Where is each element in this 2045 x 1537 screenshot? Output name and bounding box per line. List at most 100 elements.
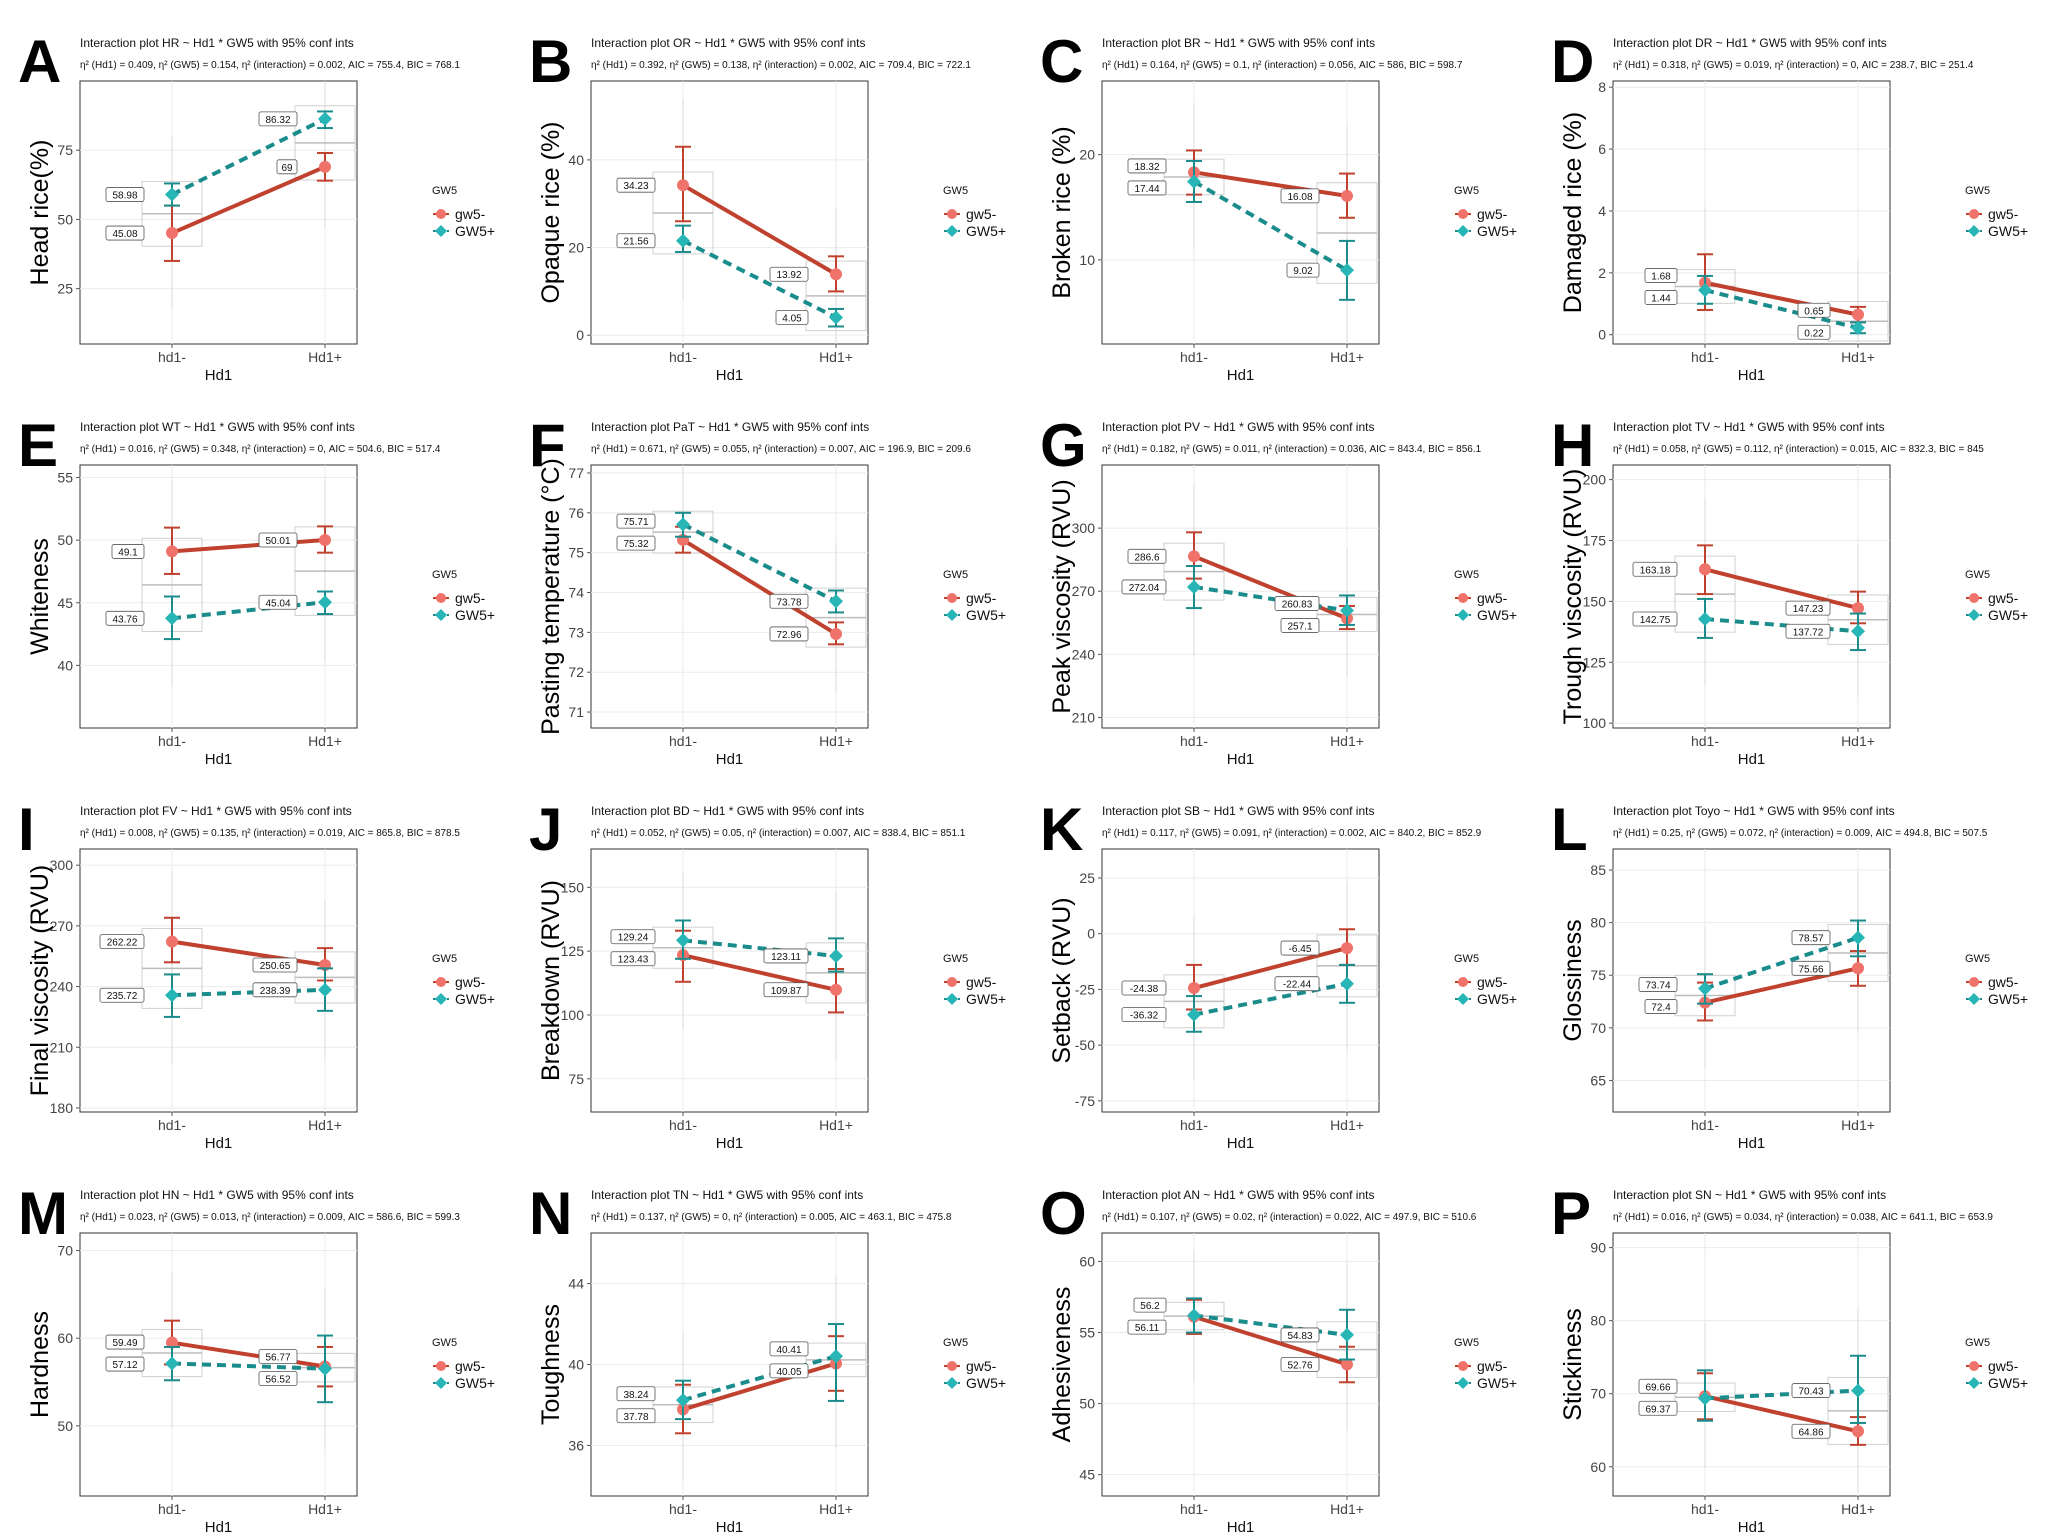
data-label-text: 75.32	[623, 539, 648, 550]
panel-O: O Interaction plot AN ~ Hd1 * GW5 with 95…	[1022, 1152, 1533, 1536]
legend-label: GW5+	[1988, 223, 2028, 239]
data-label-box	[105, 1356, 145, 1372]
chart-title: Interaction plot TV ~ Hd1 * GW5 with 95%…	[1613, 420, 1885, 434]
data-label-text: 9.02	[1293, 266, 1313, 277]
data-label-box	[1280, 1356, 1320, 1372]
legend-key	[436, 977, 446, 987]
y-tick-label: 25	[1079, 870, 1095, 886]
data-label-box	[769, 593, 809, 609]
x-tick-label: Hd1+	[819, 349, 853, 365]
plot-area	[1101, 848, 1380, 1113]
panel-letter: N	[529, 1180, 572, 1247]
data-label-text: 50.01	[265, 536, 290, 547]
legend-key	[1458, 593, 1468, 603]
series-line-gw5-plus	[1704, 288, 1859, 330]
data-label: 37.78	[616, 1408, 656, 1424]
y-tick-label: 270	[1072, 583, 1096, 599]
plot-area	[1101, 464, 1380, 729]
data-label-box	[276, 159, 298, 175]
plot-area	[79, 848, 358, 1113]
y-tick-label: 20	[1079, 147, 1095, 163]
data-label-text: 64.86	[1798, 1427, 1823, 1438]
chart-subtitle: η² (Hd1) = 0.182, η² (GW5) = 0.011, η² (…	[1102, 444, 1482, 455]
data-label: 238.39	[252, 982, 298, 998]
panel-letter: M	[18, 1180, 68, 1247]
data-label-box	[1791, 960, 1831, 976]
data-label-text: 56.2	[1140, 1301, 1160, 1312]
y-tick-label: 74	[568, 585, 584, 601]
chart-D: D Interaction plot DR ~ Hd1 * GW5 with 95…	[1551, 28, 2028, 384]
y-tick-label: 300	[1072, 520, 1096, 536]
panel-letter: D	[1551, 28, 1594, 95]
legend-key	[1457, 609, 1469, 621]
chart-title: Interaction plot WT ~ Hd1 * GW5 with 95%…	[80, 420, 355, 434]
legend-key	[947, 1361, 957, 1371]
series-line-gw5-minus	[1193, 170, 1348, 198]
legend-key	[1969, 593, 1979, 603]
y-tick-label: 25	[57, 281, 73, 297]
y-axis-label: Broken rice (%)	[1048, 126, 1076, 298]
legend-label: GW5+	[966, 607, 1006, 623]
legend-label: gw5-	[455, 590, 486, 606]
y-tick-label: 73	[568, 624, 584, 640]
chart-J: J Interaction plot BD ~ Hd1 * GW5 with 95…	[529, 796, 1006, 1152]
data-label: 69.37	[1638, 1400, 1678, 1416]
data-label: 58.98	[105, 187, 145, 202]
data-label-text: -24.38	[1130, 984, 1159, 995]
y-tick-label: 76	[568, 505, 584, 521]
data-label-box	[1286, 262, 1320, 278]
series-line-gw5-minus	[171, 164, 326, 235]
data-label-box	[1791, 930, 1831, 946]
legend-label: GW5+	[1477, 991, 1517, 1007]
data-label: 13.92	[769, 266, 809, 282]
x-tick-label: hd1-	[669, 733, 697, 749]
data-label: 45.08	[105, 225, 145, 241]
data-label-text: 72.4	[1651, 1003, 1671, 1014]
legend-label: GW5+	[1988, 991, 2028, 1007]
y-tick-label: 70	[1590, 1020, 1606, 1036]
data-label-text: 70.43	[1798, 1387, 1823, 1398]
plot-area	[1612, 464, 1891, 729]
data-label-box	[1638, 1400, 1678, 1416]
legend-key	[1968, 225, 1980, 237]
y-tick-label: 70	[1590, 1386, 1606, 1402]
x-tick-label: hd1-	[1691, 349, 1719, 365]
y-tick-label: 180	[50, 1100, 74, 1116]
y-tick-label: 36	[568, 1437, 584, 1453]
data-label: 69.66	[1638, 1378, 1678, 1394]
data-label: 163.18	[1632, 561, 1678, 577]
panel-A: A Interaction plot HR ~ Hd1 * GW5 with 95…	[0, 0, 511, 384]
data-point	[319, 534, 331, 547]
data-label: 56.52	[258, 1371, 298, 1387]
plot-area	[1101, 1232, 1380, 1497]
data-point	[1340, 976, 1354, 991]
panel-letter: L	[1551, 796, 1588, 863]
data-label: 70.43	[1791, 1383, 1831, 1398]
y-tick-label: 20	[568, 240, 584, 256]
data-point	[830, 983, 842, 996]
data-label-box	[99, 987, 145, 1003]
y-tick-label: 75	[57, 142, 73, 158]
data-label: 18.32	[1127, 158, 1167, 174]
x-axis-label: Hd1	[1738, 1519, 1766, 1536]
x-axis-label: Hd1	[1738, 751, 1766, 768]
x-tick-label: Hd1+	[819, 1117, 853, 1133]
data-label: 109.87	[763, 982, 809, 998]
legend-label: GW5+	[1477, 223, 1517, 239]
y-tick-label: 125	[561, 943, 585, 959]
data-label: 40.05	[769, 1363, 809, 1379]
y-tick-label: 100	[1583, 715, 1607, 731]
y-tick-label: 4	[1598, 203, 1606, 219]
data-label: 64.86	[1791, 1423, 1831, 1439]
legend-key	[435, 993, 447, 1005]
panel-M: M Interaction plot HN ~ Hd1 * GW5 with 95…	[0, 1152, 511, 1536]
chart-title: Interaction plot HR ~ Hd1 * GW5 with 95%…	[80, 36, 354, 50]
legend-label: GW5+	[1477, 1375, 1517, 1391]
x-axis-label: Hd1	[205, 1135, 233, 1152]
y-tick-label: 6	[1598, 141, 1606, 157]
chart-title: Interaction plot SN ~ Hd1 * GW5 with 95%…	[1613, 1188, 1886, 1202]
data-point	[1341, 189, 1353, 202]
data-label-box	[610, 929, 656, 945]
data-label-text: 109.87	[771, 986, 802, 997]
legend-key	[1457, 993, 1469, 1005]
